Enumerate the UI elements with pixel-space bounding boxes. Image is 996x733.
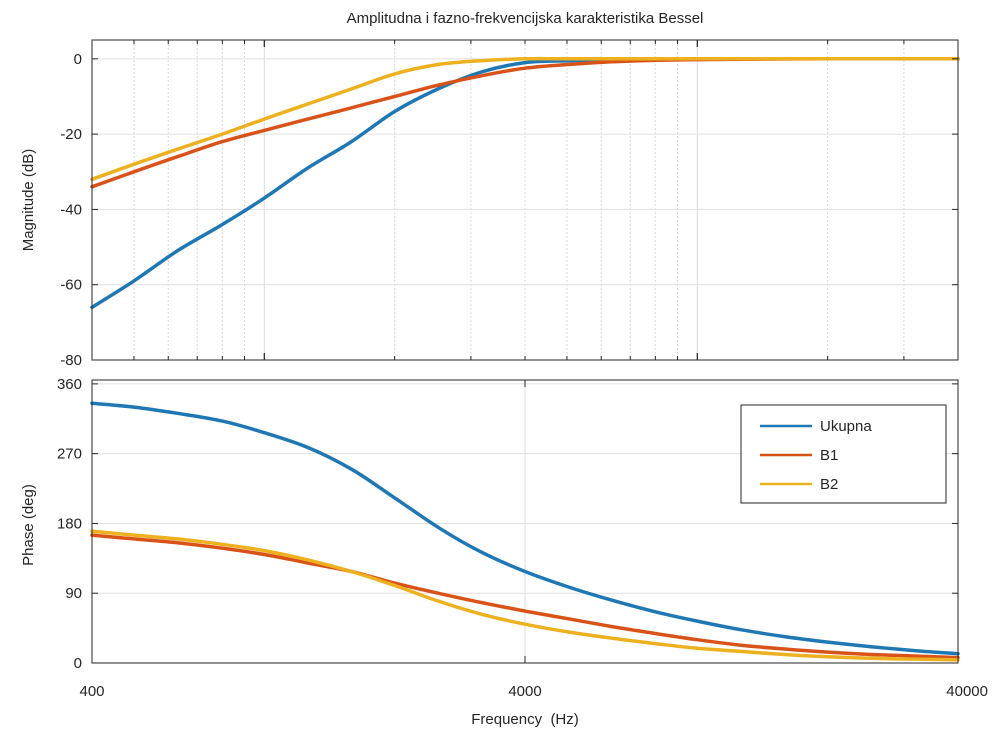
magnitude-y-tick-label: -40 [60, 201, 82, 218]
magnitude-lines [90, 56, 960, 310]
legend: Ukupna B1 B2 [740, 404, 947, 504]
magnitude-grid [92, 40, 958, 361]
phase-y-axis-label: Phase (deg) [20, 484, 37, 566]
phase-lines [90, 401, 960, 662]
legend-label-b2: B2 [820, 476, 838, 493]
phase-y-tick-label: 180 [57, 515, 82, 532]
phase-y-tick-label: 360 [57, 376, 82, 393]
magnitude-y-tick-label: -60 [60, 277, 82, 294]
phase-y-tick-label: 0 [74, 655, 82, 672]
phase-y-tick-label: 270 [57, 446, 82, 463]
phase-line-b1 [90, 533, 960, 660]
x-axis-label: Frequency (Hz) [471, 711, 579, 728]
magnitude-y-tick-label: 0 [74, 51, 82, 68]
phase-y-tick-label: 90 [65, 585, 82, 602]
legend-label-ukupna: Ukupna [820, 418, 872, 435]
chart-title: Amplitudna i fazno-frekvencijska karakte… [347, 10, 704, 27]
magnitude-axes: 0 -20 -40 -60 -80 [60, 39, 960, 369]
phase-ticks: 0 90 180 270 360 400 4000 40000 [57, 376, 988, 700]
magnitude-y-axis-label: Magnitude (dB) [20, 149, 37, 252]
phase-line-ukupna [90, 401, 960, 656]
magnitude-ticks: 0 -20 -40 -60 -80 [60, 40, 958, 369]
phase-line-b2 [90, 529, 960, 662]
phase-x-tick-label: 400 [79, 683, 104, 700]
magnitude-line-b2 [90, 56, 960, 182]
magnitude-y-tick-label: -80 [60, 352, 82, 369]
phase-x-tick-label: 4000 [508, 683, 541, 700]
magnitude-y-tick-label: -20 [60, 126, 82, 143]
phase-x-tick-label: 40000 [946, 683, 988, 700]
legend-label-b1: B1 [820, 447, 838, 464]
